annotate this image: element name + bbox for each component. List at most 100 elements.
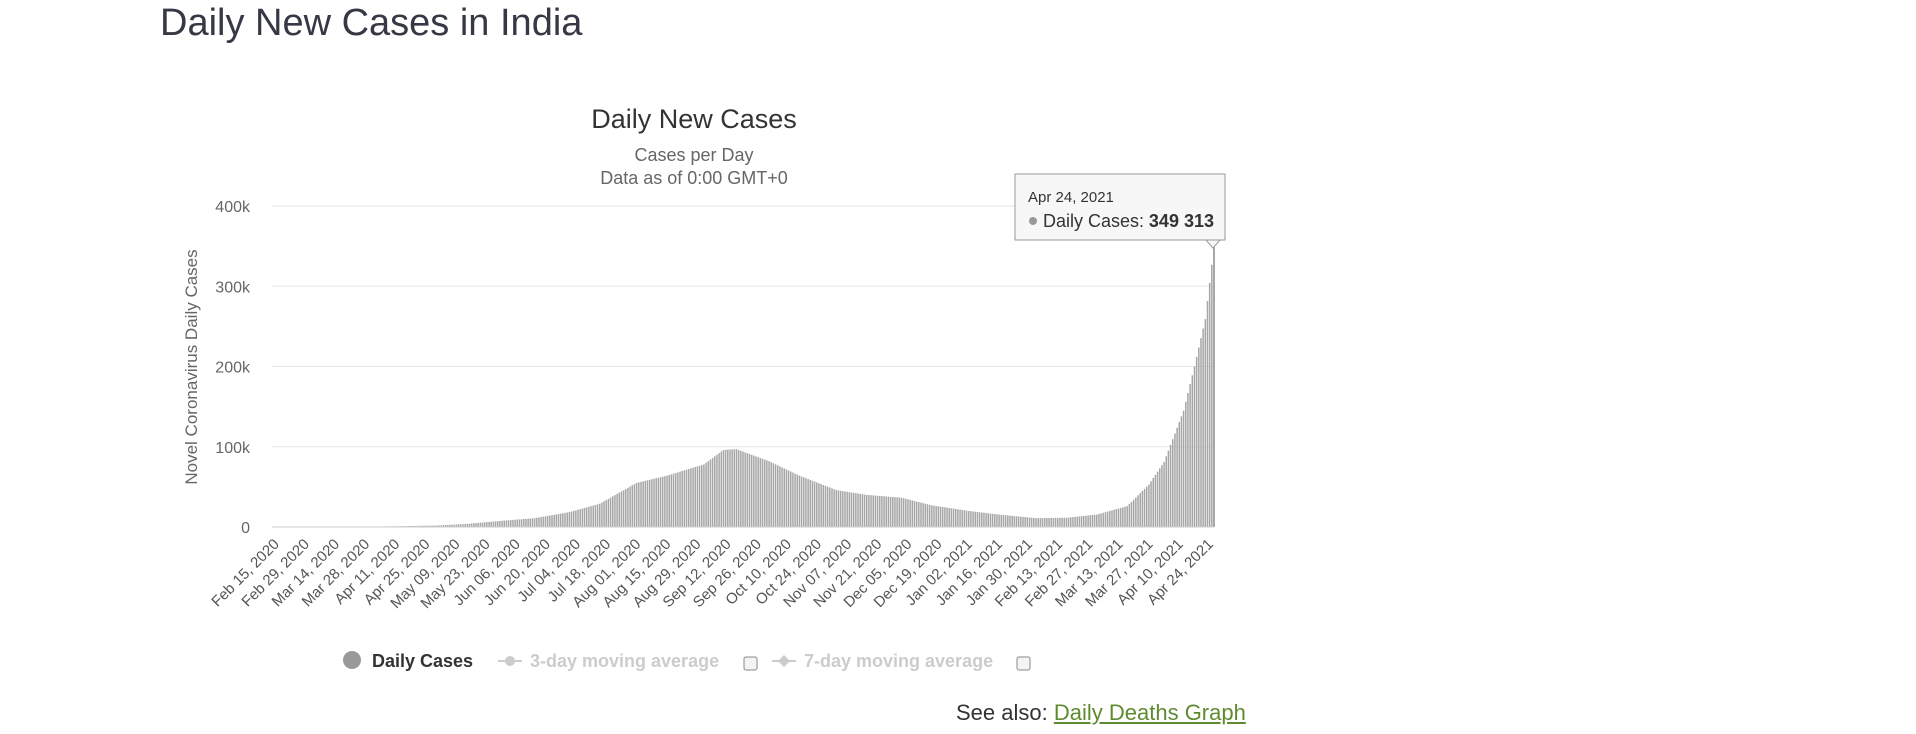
bar[interactable] <box>744 452 746 527</box>
bar[interactable] <box>1150 481 1152 527</box>
bar[interactable] <box>839 490 842 527</box>
bar[interactable] <box>412 525 414 527</box>
bar[interactable] <box>941 506 944 527</box>
bar[interactable] <box>861 494 864 527</box>
bar[interactable] <box>883 496 885 527</box>
bar[interactable] <box>1056 517 1059 527</box>
bar[interactable] <box>800 476 803 527</box>
checkbox-3-day-average[interactable] <box>743 656 758 671</box>
bar[interactable] <box>664 476 666 527</box>
bar[interactable] <box>1085 515 1087 527</box>
bar[interactable] <box>596 504 599 527</box>
bar[interactable] <box>631 485 634 527</box>
bar[interactable] <box>559 513 562 527</box>
bar[interactable] <box>1152 478 1154 527</box>
bar[interactable] <box>1037 518 1039 527</box>
bar[interactable] <box>516 519 519 527</box>
bar[interactable] <box>1148 484 1150 527</box>
bar[interactable] <box>1137 495 1139 527</box>
bar[interactable] <box>907 499 909 527</box>
bar[interactable] <box>551 515 553 527</box>
bar[interactable] <box>1052 517 1055 527</box>
bar[interactable] <box>620 491 623 527</box>
bar[interactable] <box>976 511 979 527</box>
bar[interactable] <box>616 493 618 527</box>
bar[interactable] <box>1158 468 1161 527</box>
bar[interactable] <box>529 518 532 527</box>
bar[interactable] <box>677 472 679 527</box>
bar[interactable] <box>842 491 844 527</box>
bar[interactable] <box>605 500 608 527</box>
bar[interactable] <box>421 525 423 527</box>
bar[interactable] <box>1091 515 1094 527</box>
bar[interactable] <box>1117 508 1120 527</box>
bar[interactable] <box>1000 514 1003 527</box>
bar[interactable] <box>818 483 820 527</box>
bar[interactable] <box>824 485 827 527</box>
bar[interactable] <box>859 493 861 527</box>
bar[interactable] <box>457 524 460 527</box>
bar[interactable] <box>911 500 914 527</box>
bar[interactable] <box>425 525 427 527</box>
bar[interactable] <box>542 516 545 527</box>
bar[interactable] <box>772 463 775 527</box>
bar[interactable] <box>594 504 597 527</box>
bar[interactable] <box>1102 512 1105 527</box>
bar[interactable] <box>807 479 809 527</box>
bar[interactable] <box>826 486 829 527</box>
bar[interactable] <box>544 516 547 527</box>
bar[interactable] <box>1198 347 1200 527</box>
bar[interactable] <box>876 495 879 527</box>
bar[interactable] <box>718 453 720 527</box>
bar[interactable] <box>1007 515 1009 527</box>
bar[interactable] <box>1130 501 1133 527</box>
bar[interactable] <box>944 507 946 527</box>
bar[interactable] <box>811 480 814 527</box>
bar[interactable] <box>720 451 723 527</box>
bar[interactable] <box>991 513 994 527</box>
bar[interactable] <box>987 513 990 527</box>
bar[interactable] <box>878 495 881 527</box>
bar[interactable] <box>685 469 688 527</box>
bar[interactable] <box>635 482 638 527</box>
bar[interactable] <box>1178 422 1181 527</box>
bar[interactable] <box>475 523 477 527</box>
bar[interactable] <box>455 524 458 527</box>
bar[interactable] <box>447 524 449 527</box>
bar[interactable] <box>692 467 694 527</box>
bar[interactable] <box>881 496 883 527</box>
bar[interactable] <box>481 522 484 527</box>
bar[interactable] <box>592 505 594 527</box>
bar[interactable] <box>575 510 577 527</box>
bar[interactable] <box>614 495 616 527</box>
bar[interactable] <box>731 449 733 527</box>
bar[interactable] <box>579 509 581 527</box>
bar[interactable] <box>707 461 710 527</box>
bar[interactable] <box>1119 507 1122 527</box>
bar[interactable] <box>1009 515 1011 527</box>
bar[interactable] <box>1165 456 1168 527</box>
bar[interactable] <box>423 525 425 527</box>
bar[interactable] <box>913 500 916 527</box>
bar[interactable] <box>716 454 718 527</box>
bar[interactable] <box>933 505 935 527</box>
legend-item-7-day-average[interactable]: 7-day moving average <box>772 651 993 671</box>
bar[interactable] <box>924 503 927 527</box>
bar[interactable] <box>1063 517 1065 527</box>
bar[interactable] <box>850 492 853 527</box>
bar[interactable] <box>748 453 751 527</box>
bar[interactable] <box>585 507 588 527</box>
bar[interactable] <box>989 513 992 527</box>
bar[interactable] <box>572 510 575 527</box>
bar[interactable] <box>822 484 825 527</box>
bar[interactable] <box>555 514 558 527</box>
bar[interactable] <box>644 480 647 527</box>
bar[interactable] <box>414 525 417 527</box>
bar[interactable] <box>776 465 779 527</box>
bar[interactable] <box>711 457 714 527</box>
bar[interactable] <box>1046 518 1048 527</box>
bar[interactable] <box>816 482 818 527</box>
bar[interactable] <box>1135 497 1137 527</box>
bar[interactable] <box>974 511 976 527</box>
bar[interactable] <box>492 521 495 527</box>
